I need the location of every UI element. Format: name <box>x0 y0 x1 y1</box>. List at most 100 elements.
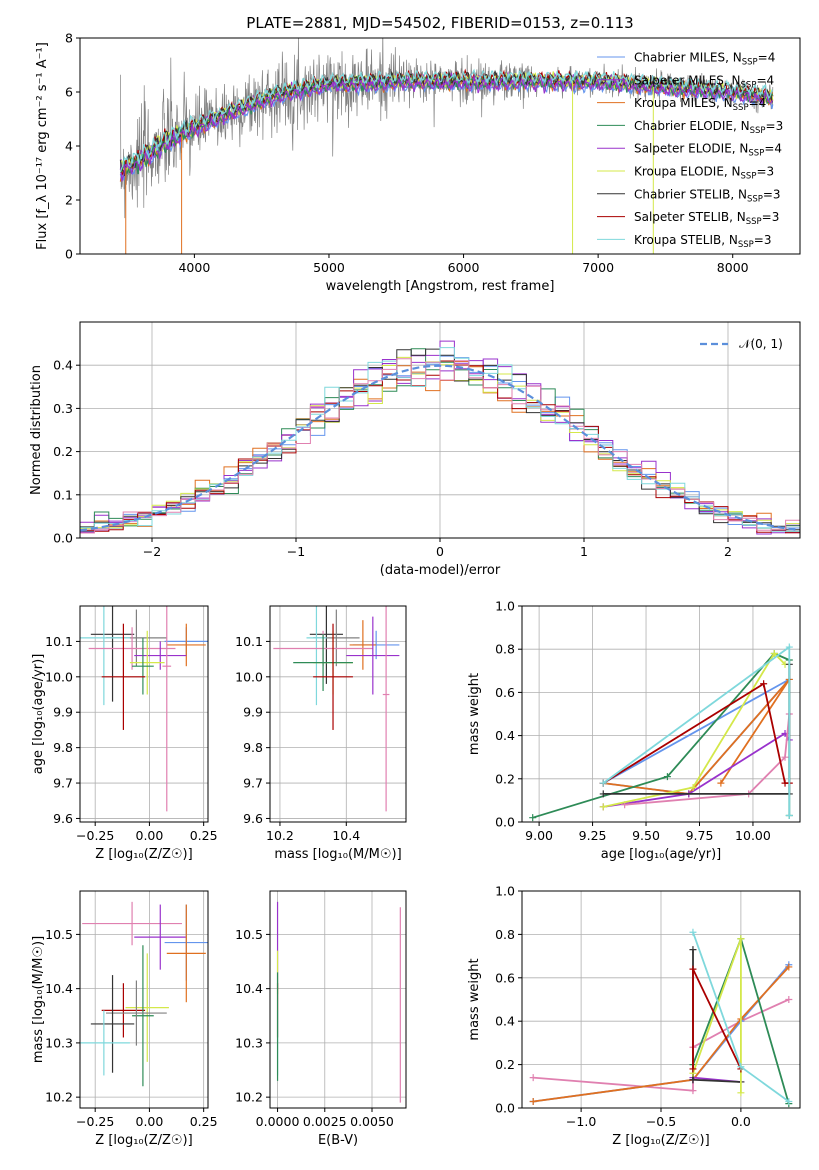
legend-entry: Kroupa STELIB, NSSP=3 <box>634 233 772 250</box>
weight-point-marker <box>737 935 745 943</box>
legend-entry: Chabrier STELIB, NSSP=3 <box>634 187 781 204</box>
y-tick-label: 0.6 <box>495 970 515 985</box>
weight-point-marker <box>663 773 671 781</box>
weight-point-marker <box>785 963 793 971</box>
weight-point-marker <box>785 996 793 1003</box>
chart-title: PLATE=2881, MJD=54502, FIBERID=0153, z=0… <box>246 14 633 32</box>
y-tick-label: 10.3 <box>45 1035 73 1050</box>
legend-value: =3 <box>754 233 772 247</box>
y-tick-label: 10.0 <box>45 669 73 684</box>
y-tick-label: 10.0 <box>235 669 263 684</box>
model-spectrum-line <box>119 68 774 172</box>
model-spectrum-line <box>120 75 773 182</box>
y-axis-label: mass weight <box>467 673 482 755</box>
y-tick-label: 10.5 <box>235 927 263 942</box>
weight-point-marker <box>599 803 607 811</box>
plot-area <box>529 928 793 1108</box>
legend-value: =3 <box>766 119 784 133</box>
x-tick-label: 0.00 <box>136 1114 164 1129</box>
weight-point-marker <box>689 928 697 936</box>
weight-point-marker <box>717 779 725 787</box>
x-tick-label: 10.00 <box>735 828 771 843</box>
y-tick-label: 6 <box>65 85 73 100</box>
axes-frame <box>521 605 801 823</box>
legend-value: =4 <box>764 142 782 156</box>
x-tick-label: 9.25 <box>579 828 607 843</box>
x-tick-label: 0.25 <box>190 828 218 843</box>
y-tick-label: 0.8 <box>495 642 515 657</box>
axes-frame <box>79 605 209 823</box>
chart-age_vs_mass: 10.2 10.4 9.6 9.7 9.8 9.9 10.0 10.1 mass [log₁₀(… <box>235 605 407 862</box>
chart-spectrum: 4000 5000 6000 7000 8000 0 2 4 6 8 wavelength [Ang… <box>35 14 801 294</box>
plot-area <box>119 38 774 254</box>
y-tick-label: 0.2 <box>495 771 515 786</box>
y-tick-label: 0.2 <box>53 444 73 459</box>
y-tick-label: 0.3 <box>53 401 73 416</box>
plot-area <box>273 606 400 812</box>
legend-value: =3 <box>762 210 780 224</box>
residual-histogram-step <box>80 358 800 534</box>
weight-point-marker <box>529 1074 537 1082</box>
legend-label: Salpeter ELODIE, N <box>634 142 748 156</box>
normal-curve-line <box>80 364 800 532</box>
x-tick-label: 0.0 <box>731 1114 751 1129</box>
legend-entry: Chabrier MILES, NSSP=4 <box>634 51 775 68</box>
residual-histogram-step <box>80 347 800 532</box>
weight-series-line <box>602 678 790 795</box>
legend-label: Salpeter MILES, N <box>634 73 741 87</box>
x-tick-label: −2 <box>143 544 161 559</box>
y-axis-label: age [log₁₀(age/yr)] <box>31 654 46 775</box>
x-tick-label: 6000 <box>448 260 480 275</box>
y-tick-label: 1.0 <box>495 884 515 899</box>
y-tick-label: 10.2 <box>45 1090 73 1105</box>
plot-area <box>80 901 208 1087</box>
x-tick-label: 2 <box>724 544 732 559</box>
x-tick-label: −0.5 <box>646 1114 676 1129</box>
legend-subscript: SSP <box>742 58 758 68</box>
weight-point-marker <box>785 643 793 651</box>
x-axis-label: Z [log₁₀(Z/Z☉)] <box>95 847 192 862</box>
x-tick-label: 0.0025 <box>303 1114 347 1129</box>
y-tick-label: 9.8 <box>53 740 73 755</box>
legend-subscript: SSP <box>748 149 764 159</box>
plot-area <box>80 340 800 535</box>
y-tick-label: 0.0 <box>495 815 515 830</box>
legend-label: Chabrier ELODIE, N <box>634 119 750 133</box>
y-tick-label: 2 <box>65 193 73 208</box>
x-tick-label: 8000 <box>717 260 749 275</box>
legend-subscript: SSP <box>741 80 757 90</box>
axes-frame <box>521 890 801 1109</box>
x-tick-label: −1.0 <box>566 1114 596 1129</box>
legend-entry: Kroupa MILES, NSSP=4 <box>634 96 766 113</box>
y-tick-label: 10.3 <box>235 1035 263 1050</box>
y-axis-label: Normed distribution <box>29 365 44 495</box>
legend-label: Kroupa ELODIE, N <box>634 165 741 179</box>
x-axis-label: Z [log₁₀(Z/Z☉)] <box>612 1133 709 1148</box>
weight-point-marker <box>689 965 697 973</box>
weight-point-marker <box>599 790 607 798</box>
y-tick-label: 10.4 <box>235 981 263 996</box>
legend-subscript: SSP <box>746 217 762 227</box>
legend-subscript: SSP <box>747 194 763 204</box>
weight-series-line <box>692 949 741 1083</box>
legend-subscript: SSP <box>733 103 749 113</box>
legend-label: Kroupa MILES, N <box>634 96 733 110</box>
x-axis-label: E(B-V) <box>318 1133 358 1148</box>
legend-entry: Kroupa ELODIE, NSSP=3 <box>634 165 774 182</box>
legend-entry: Chabrier ELODIE, NSSP=3 <box>634 119 783 136</box>
y-tick-label: 0.6 <box>495 685 515 700</box>
y-axis-label: mass weight <box>467 958 482 1040</box>
legend-entry: Salpeter MILES, NSSP=4 <box>634 73 774 90</box>
plot-area <box>276 901 401 1103</box>
legend-label: Chabrier MILES, N <box>634 51 742 65</box>
y-tick-label: 0.4 <box>53 358 73 373</box>
y-tick-label: 10.5 <box>45 927 73 942</box>
legend-subscript: SSP <box>741 172 757 182</box>
weight-point-marker <box>689 946 697 954</box>
y-tick-label: 9.6 <box>53 811 73 826</box>
chart-age_vs_Z: −0.25 0.00 0.25 9.6 9.7 9.8 9.9 10.0 10.1 Z [log₁… <box>31 605 218 862</box>
weight-point-marker <box>529 1097 537 1105</box>
weight-point-marker <box>770 650 778 658</box>
x-tick-label: 7000 <box>582 260 614 275</box>
weight-point-marker <box>760 680 768 688</box>
